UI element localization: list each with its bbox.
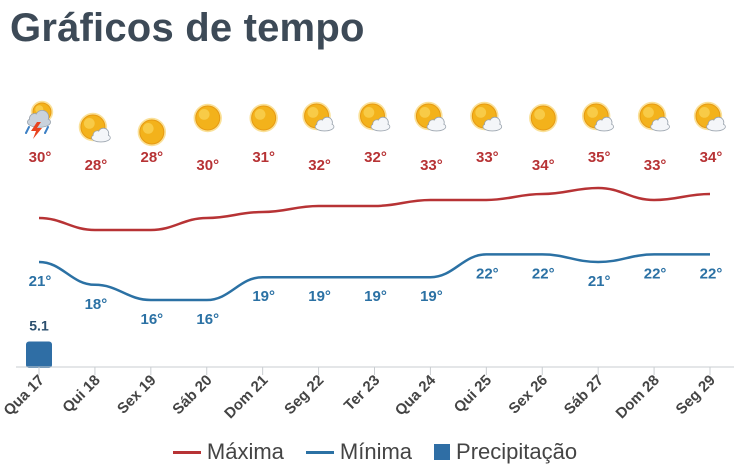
max-temp-label: 28° bbox=[85, 157, 108, 174]
max-temp-label: 28° bbox=[140, 149, 163, 166]
max-temp-label: 34° bbox=[700, 149, 723, 166]
partly-cloudy-icon bbox=[637, 101, 670, 132]
x-tick-label: Qua 24 bbox=[392, 371, 440, 419]
max-temp-label: 30° bbox=[196, 157, 219, 174]
min-temp-label: 22° bbox=[700, 265, 723, 282]
legend-precip-label: Precipitação bbox=[456, 439, 578, 464]
min-temp-label: 22° bbox=[476, 265, 499, 282]
max-temp-label: 32° bbox=[308, 157, 331, 174]
weather-chart: 30° 28° 28° 30° 31° 32° 32° 33° 33° 34° 35° 33° 34° … bbox=[0, 100, 734, 422]
partly-cloudy-icon bbox=[358, 101, 391, 132]
max-temp-label: 31° bbox=[252, 149, 275, 166]
min-temp-label: 19° bbox=[252, 288, 275, 305]
x-tick-label: Qui 25 bbox=[451, 372, 495, 416]
x-tick-label: Seg 29 bbox=[673, 372, 719, 418]
sunny-icon bbox=[529, 103, 558, 133]
partly-cloudy-icon bbox=[581, 101, 614, 132]
x-tick-label: Ter 23 bbox=[341, 372, 383, 414]
min-temp-label: 19° bbox=[420, 288, 443, 305]
min-temp-label: 19° bbox=[364, 288, 387, 305]
legend-item-max[interactable]: Máxima bbox=[172, 439, 284, 465]
precipitation-label: 5.1 bbox=[29, 318, 49, 334]
max-temp-label: 33° bbox=[420, 157, 443, 174]
weather-icons bbox=[25, 100, 726, 147]
max-temp-label: 35° bbox=[588, 149, 611, 166]
min-temp-label: 16° bbox=[140, 311, 163, 328]
partly-cloudy-icon bbox=[414, 101, 447, 132]
x-tick-label: Dom 21 bbox=[221, 372, 271, 422]
legend-min-swatch bbox=[305, 450, 334, 454]
partly-cloudy-icon bbox=[693, 101, 726, 132]
min-temp-label: 22° bbox=[532, 265, 555, 282]
x-tick-label: Sáb 27 bbox=[561, 372, 607, 418]
min-temp-label: 21° bbox=[588, 273, 611, 290]
max-temp-label: 30° bbox=[29, 149, 52, 166]
partly-cloudy-icon bbox=[470, 101, 503, 132]
sunny-icon bbox=[249, 103, 278, 133]
x-tick-label: Sex 19 bbox=[114, 372, 160, 418]
min-temp-label: 18° bbox=[85, 296, 108, 313]
legend-item-precip[interactable]: Precipitação bbox=[434, 439, 577, 465]
legend-item-min[interactable]: Mínima bbox=[305, 439, 413, 465]
partly-cloudy-icon bbox=[78, 112, 111, 143]
min-temp-label: 22° bbox=[644, 265, 667, 282]
legend-min-label: Mínima bbox=[339, 439, 413, 464]
max-temp-label: 32° bbox=[364, 149, 387, 166]
x-tick-label: Qui 18 bbox=[59, 372, 103, 416]
max-temp-label: 33° bbox=[476, 149, 499, 166]
min-temp-label: 19° bbox=[308, 288, 331, 305]
legend-max-swatch bbox=[172, 450, 201, 454]
x-tick-label: Dom 28 bbox=[613, 372, 663, 422]
max-temp-line bbox=[38, 186, 711, 232]
min-temp-label: 21° bbox=[29, 273, 52, 290]
temperature-lines bbox=[38, 186, 711, 302]
min-temp-labels: 21° 18° 16° 16° 19° 19° 19° 19° 22° 22° 21° 22° 22° bbox=[29, 265, 723, 328]
legend: Máxima Mínima Precipitação bbox=[0, 437, 750, 467]
thunderstorm-icon bbox=[25, 100, 54, 139]
min-temp-label: 16° bbox=[196, 311, 219, 328]
sunny-icon bbox=[137, 117, 167, 147]
x-tick-label: Seg 22 bbox=[281, 372, 327, 418]
precipitation-bars: 5.1 bbox=[26, 318, 52, 368]
x-axis: Qua 17 Qui 18 Sex 19 Sáb 20 Dom 21 Seg 22 Ter … bbox=[0, 366, 734, 422]
sunny-icon bbox=[193, 103, 222, 133]
x-tick-label: Sex 26 bbox=[505, 372, 551, 418]
x-tick-label: Sáb 20 bbox=[169, 372, 215, 418]
partly-cloudy-icon bbox=[302, 101, 335, 132]
max-temp-labels: 30° 28° 28° 30° 31° 32° 32° 33° 33° 34° 35° 33° 34° bbox=[29, 149, 723, 174]
x-tick-label: Qua 17 bbox=[0, 372, 47, 419]
max-temp-label: 33° bbox=[644, 157, 667, 174]
min-temp-line bbox=[38, 253, 710, 302]
legend-precip-swatch bbox=[434, 444, 451, 460]
page-title: Gráficos de tempo bbox=[10, 6, 365, 50]
legend-max-label: Máxima bbox=[206, 439, 284, 464]
precipitation-bar bbox=[26, 341, 52, 368]
max-temp-label: 34° bbox=[532, 157, 555, 174]
